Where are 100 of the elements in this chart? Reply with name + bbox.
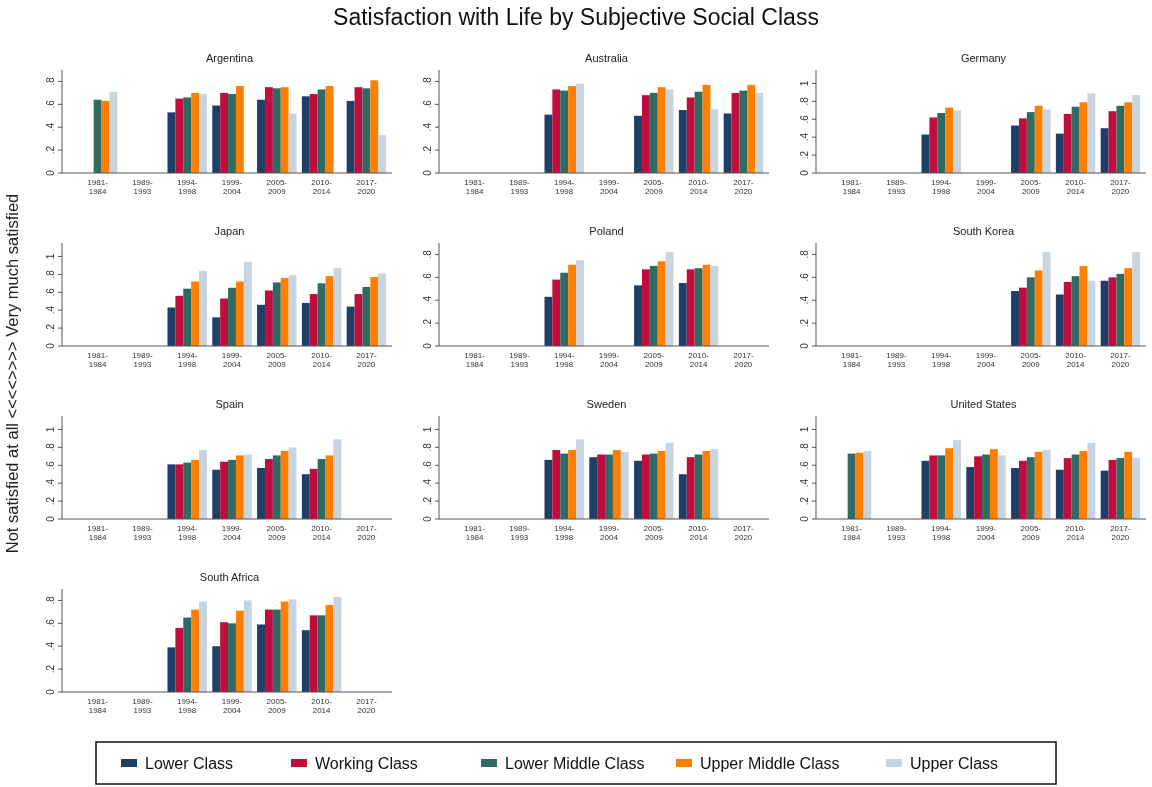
- y-tick-label: .8: [45, 269, 56, 279]
- x-tick-label: 2017-2020: [733, 178, 754, 196]
- y-tick-label: .2: [799, 318, 810, 328]
- x-tick-label: 1999-2004: [598, 524, 620, 542]
- bar: [1034, 105, 1043, 173]
- x-tick-label: 1999-2004: [221, 524, 243, 542]
- bar: [568, 86, 577, 173]
- bar: [220, 298, 229, 346]
- bar: [167, 647, 176, 692]
- bar: [191, 281, 200, 346]
- legend-label: Lower Class: [145, 755, 234, 772]
- bar: [1124, 268, 1133, 346]
- x-tick-label: 2005-2009: [643, 178, 665, 196]
- bar: [1055, 294, 1064, 346]
- chart-title: Argentina: [205, 52, 254, 64]
- bar: [982, 454, 990, 519]
- chart-title: United States: [950, 398, 1018, 410]
- x-tick-label: 1989-1993: [886, 524, 907, 542]
- y-tick-label: .8: [799, 96, 810, 106]
- bar: [1034, 451, 1043, 519]
- y-tick-label: .6: [799, 114, 810, 124]
- y-tick-label: .6: [799, 460, 810, 470]
- bar: [641, 269, 650, 346]
- x-tick-label: 1989-1993: [132, 178, 153, 196]
- bar: [641, 95, 650, 173]
- y-tick-label: .4: [799, 132, 810, 142]
- bar: [301, 303, 310, 346]
- bar: [333, 597, 342, 692]
- bar: [686, 97, 695, 173]
- bar: [212, 646, 221, 692]
- y-tick-label: .8: [45, 76, 56, 86]
- bar: [1087, 280, 1096, 346]
- bar: [1042, 450, 1051, 519]
- bar: [1026, 112, 1035, 173]
- bar: [568, 264, 577, 346]
- bar: [220, 622, 229, 692]
- x-tick-label: 2010-2014: [688, 524, 710, 542]
- bar: [1132, 252, 1141, 346]
- bar: [1026, 277, 1035, 346]
- y-tick-label: 0: [45, 515, 56, 522]
- x-tick-label: 1999-2004: [975, 524, 997, 542]
- bar: [288, 447, 297, 519]
- y-tick-label: 0: [45, 688, 56, 695]
- bar: [1071, 276, 1080, 346]
- y-tick-label: 0: [422, 342, 433, 349]
- x-tick-label: 1989-1993: [509, 351, 530, 369]
- bar: [657, 261, 666, 346]
- x-tick-label: 1989-1993: [132, 351, 153, 369]
- bar: [1018, 287, 1027, 346]
- bar: [183, 97, 192, 173]
- bar: [678, 110, 687, 173]
- y-tick-label: 0: [799, 342, 810, 349]
- y-tick-label: 1: [422, 426, 433, 433]
- bar: [634, 115, 642, 173]
- bar: [272, 455, 281, 519]
- bar: [694, 91, 703, 173]
- bar: [576, 439, 584, 519]
- x-tick-label: 2005-2009: [1020, 524, 1042, 542]
- x-tick-label: 1989-1993: [886, 178, 907, 196]
- bar: [1087, 442, 1096, 519]
- bar: [317, 615, 326, 692]
- bar: [544, 114, 553, 173]
- bar: [1100, 470, 1109, 519]
- x-tick-label: 2010-2014: [1065, 524, 1087, 542]
- bar: [953, 110, 961, 173]
- bar: [678, 283, 687, 346]
- legend-label: Upper Class: [910, 755, 999, 772]
- bar: [228, 623, 236, 692]
- bar: [1011, 291, 1019, 346]
- bar: [710, 108, 719, 173]
- y-tick-label: .6: [799, 272, 810, 282]
- x-tick-label: 1981-1984: [464, 178, 486, 196]
- bar: [1071, 454, 1080, 519]
- bar: [665, 252, 674, 346]
- bar: [694, 268, 703, 346]
- x-tick-label: 1994-1998: [553, 524, 575, 542]
- y-tick-label: .2: [799, 150, 810, 160]
- x-tick-label: 1994-1998: [930, 351, 952, 369]
- bar: [657, 87, 666, 173]
- bar: [1124, 102, 1133, 173]
- y-tick-label: .4: [799, 478, 810, 488]
- chart-title: Australia: [585, 52, 629, 64]
- y-tick-label: .2: [422, 145, 433, 155]
- bar: [723, 113, 732, 173]
- bar: [362, 286, 371, 346]
- bar: [552, 450, 561, 519]
- bar: [362, 88, 371, 173]
- bar: [997, 455, 1006, 519]
- bar: [1116, 105, 1125, 173]
- bar: [739, 90, 748, 173]
- y-tick-label: .2: [45, 323, 56, 333]
- bar: [309, 468, 318, 519]
- y-tick-label: .4: [45, 122, 56, 132]
- legend-label: Lower Middle Class: [505, 755, 645, 772]
- x-tick-label: 1994-1998: [176, 524, 198, 542]
- bar: [847, 453, 856, 519]
- bar: [945, 448, 954, 519]
- bar: [309, 294, 318, 346]
- y-tick-label: 0: [45, 342, 56, 349]
- chart-title: Sweden: [586, 398, 627, 410]
